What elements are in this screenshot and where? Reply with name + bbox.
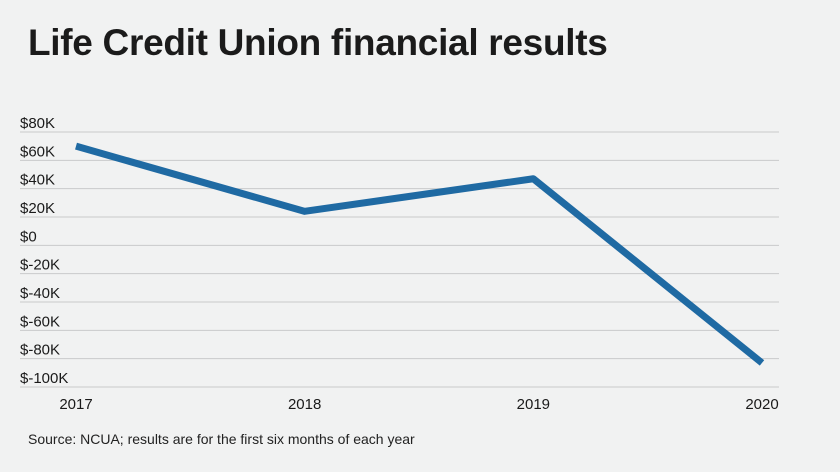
y-tick-label: $-80K [20, 342, 60, 359]
y-tick-label: $-40K [20, 285, 60, 302]
x-tick-label: 2020 [745, 396, 778, 413]
chart-title: Life Credit Union financial results [28, 22, 608, 63]
y-tick-label: $40K [20, 172, 55, 189]
y-tick-label: $-20K [20, 257, 60, 274]
y-tick-label: $80K [20, 115, 55, 132]
y-tick-label: $-100K [20, 370, 68, 387]
x-axis-ticks: 2017 2018 2019 2020 [59, 396, 778, 413]
series-line [75, 142, 765, 366]
gridlines [20, 131, 779, 388]
x-tick-label: 2018 [288, 396, 321, 413]
y-tick-label: $-60K [20, 313, 60, 330]
x-tick-label: 2019 [517, 396, 550, 413]
y-tick-label: $0 [20, 228, 37, 245]
y-tick-label: $60K [20, 143, 55, 160]
y-axis-ticks: $80K $60K $40K $20K $0 $-20K $-40K $-60K $-80K $-… [20, 115, 68, 387]
x-tick-label: 2017 [59, 396, 92, 413]
source-note: Source: NCUA; results are for the first … [28, 431, 415, 447]
series-layer [75, 142, 765, 366]
y-tick-label: $20K [20, 200, 55, 217]
